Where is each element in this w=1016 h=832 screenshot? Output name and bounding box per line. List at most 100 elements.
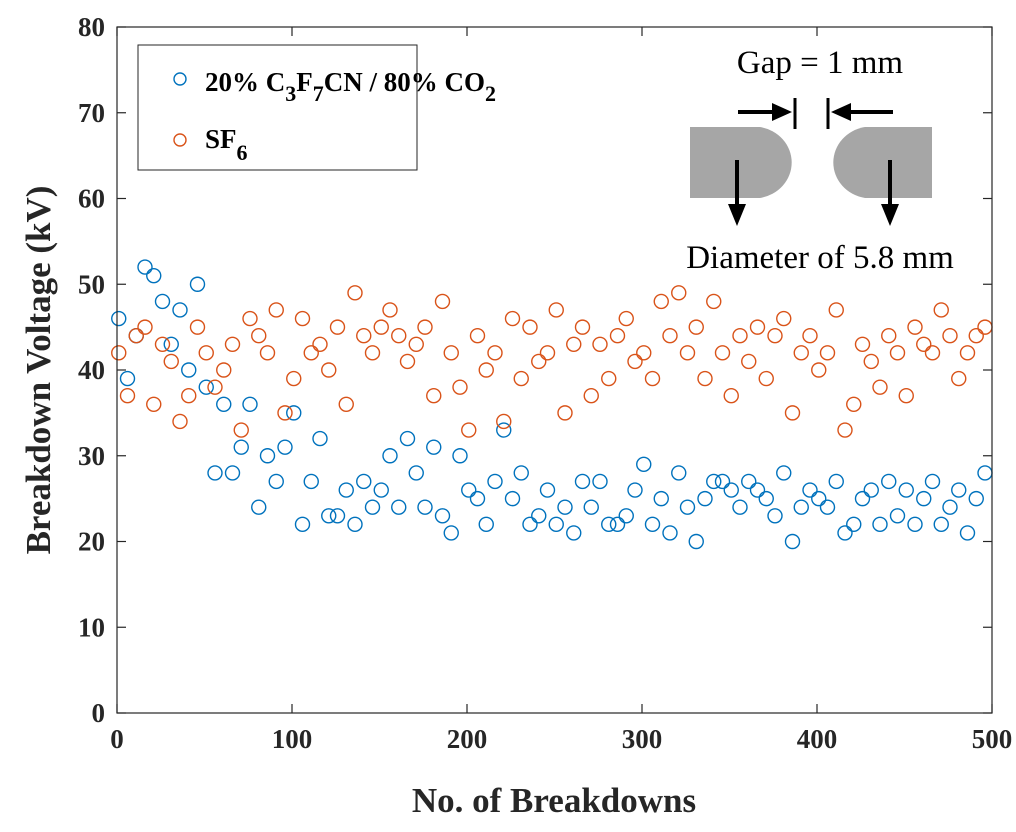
data-point <box>968 490 984 507</box>
data-point <box>671 465 687 481</box>
data-point <box>539 345 556 361</box>
data-point <box>207 379 223 395</box>
data-point <box>872 516 888 533</box>
data-point <box>233 439 249 455</box>
data-point <box>224 336 241 352</box>
left-electrode <box>690 127 792 198</box>
data-point <box>216 396 232 412</box>
data-point <box>863 353 879 370</box>
data-point <box>513 370 529 387</box>
data-point <box>636 345 652 361</box>
data-point <box>592 336 608 352</box>
data-point <box>714 345 731 361</box>
data-point <box>959 345 976 361</box>
data-point <box>714 473 731 490</box>
data-point <box>504 310 521 327</box>
data-point <box>347 516 363 533</box>
data-point <box>522 319 538 335</box>
data-point <box>539 482 556 498</box>
data-point <box>391 499 407 515</box>
data-point <box>671 285 687 301</box>
data-point <box>758 490 774 507</box>
data-point <box>697 370 713 387</box>
data-point <box>434 293 451 310</box>
data-point <box>924 345 941 361</box>
data-point <box>189 276 206 292</box>
legend-marker-mixture <box>173 72 187 86</box>
legend-marker-sf6 <box>173 133 187 147</box>
x-tick-label: 300 <box>622 724 663 754</box>
data-point <box>259 345 276 361</box>
data-point <box>837 422 853 438</box>
data-point <box>137 259 153 275</box>
data-point <box>898 388 914 404</box>
data-point <box>767 328 783 344</box>
data-point <box>942 499 958 515</box>
data-point <box>312 430 328 447</box>
data-point <box>706 293 722 310</box>
data-point <box>452 448 468 464</box>
data-point <box>426 388 442 404</box>
data-point <box>469 328 486 344</box>
data-point <box>644 370 661 387</box>
data-point <box>461 422 477 438</box>
data-point <box>732 328 748 344</box>
data-point <box>321 508 337 524</box>
data-point <box>933 516 949 533</box>
data-point <box>644 516 661 533</box>
data-point <box>364 345 381 361</box>
data-point <box>399 430 416 447</box>
data-point <box>417 499 433 515</box>
y-tick-label: 60 <box>78 184 105 214</box>
data-point <box>382 302 398 318</box>
series-mixture <box>111 259 993 550</box>
data-point <box>356 473 372 490</box>
data-point <box>469 490 486 507</box>
x-tick-label: 400 <box>797 724 838 754</box>
data-point <box>776 465 792 481</box>
data-point <box>977 319 993 335</box>
y-axis-label: Breakdown Voltage (kV) <box>19 186 58 555</box>
data-points <box>111 259 993 550</box>
data-point <box>408 336 424 352</box>
data-point <box>688 533 704 550</box>
data-point <box>566 525 582 541</box>
data-point <box>776 310 792 327</box>
data-point <box>391 328 407 344</box>
data-point <box>793 499 809 515</box>
data-point <box>364 499 381 515</box>
data-point <box>548 516 564 533</box>
data-point <box>679 499 696 515</box>
data-point <box>688 319 704 335</box>
data-point <box>636 456 652 473</box>
data-point <box>286 405 302 421</box>
data-point <box>224 465 241 481</box>
data-point <box>907 319 923 335</box>
data-point <box>828 302 844 318</box>
data-point <box>706 473 722 490</box>
data-point <box>251 499 267 515</box>
x-tick-label: 100 <box>272 724 313 754</box>
data-point <box>811 362 827 378</box>
data-point <box>846 396 862 412</box>
data-point <box>592 473 608 490</box>
data-point <box>373 482 389 498</box>
data-point <box>128 328 144 344</box>
data-point <box>618 310 634 327</box>
data-point <box>452 379 468 395</box>
data-point <box>846 516 862 533</box>
data-point <box>531 353 547 370</box>
data-point <box>881 473 897 490</box>
data-point <box>548 302 564 318</box>
data-point <box>286 370 302 387</box>
y-tick-label: 0 <box>92 698 106 728</box>
data-point <box>601 516 617 533</box>
data-point <box>303 473 319 490</box>
data-point <box>312 336 328 352</box>
data-point <box>609 328 626 344</box>
y-tick-label: 80 <box>78 12 105 42</box>
data-point <box>951 370 967 387</box>
legend-label-mixture: 20% C3F7CN / 80% CO2 <box>205 67 496 106</box>
data-point <box>741 353 757 370</box>
data-point <box>487 473 503 490</box>
